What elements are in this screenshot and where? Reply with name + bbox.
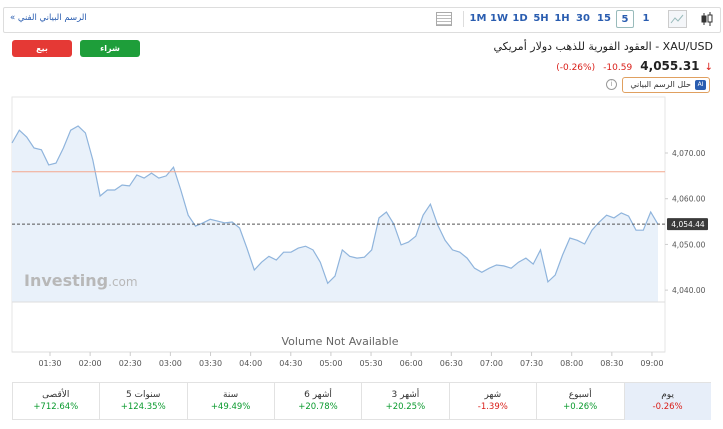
change-pct: (-0.26%) [556,63,596,73]
y-tick-label: 4,050.00 [672,240,706,249]
performance-cell[interactable]: 5 سنوات +124.35% [99,383,186,420]
period: الأقصى [42,390,70,400]
period: يوم [661,390,674,400]
interval-button[interactable]: 30 [576,13,590,24]
interval-button[interactable]: 1D [512,13,528,24]
y-tick-label: 4,040.00 [672,286,706,295]
x-tick-label: 03:30 [199,359,222,368]
x-tick-label: 05:30 [360,359,383,368]
x-tick-label: 05:00 [319,359,342,368]
change: -1.39% [477,402,508,412]
performance-cell[interactable]: يوم -0.26% [623,383,711,420]
change: +49.49% [210,402,251,412]
y-tick-label: 4,060.00 [672,195,706,204]
price-line [11,125,659,285]
candle-icon[interactable] [701,12,713,26]
sell-button[interactable]: بيع [12,40,72,57]
watermark-suffix: .com [108,275,137,289]
interval-button[interactable]: 5H [533,13,549,24]
period: 6 أشهر [304,390,332,400]
x-tick-label: 02:30 [119,359,142,368]
price-row: (-0.26%) -10.59 4,055.31 ↓ [556,55,713,74]
period: 5 سنوات [125,390,161,400]
last-price-label: 4,054.44 [671,220,705,229]
x-tick-label: 02:00 [79,359,102,368]
change: -10.59 [603,63,633,73]
chart-type-icons [668,10,713,28]
x-tick-label: 09:00 [640,359,663,368]
area-glyph [670,14,684,24]
info-icon[interactable]: i [606,79,617,90]
separator [463,11,464,27]
performance-cell[interactable]: الأقصى +712.64% [11,383,99,420]
area [12,126,658,302]
y-tick-label: 4,070.00 [672,149,706,158]
change: +20.78% [298,402,338,412]
volume-note: Volume Not Available [282,335,399,348]
technical-chart-link[interactable]: الرسم البياني الفني » [10,13,87,23]
analyze-label: حلل الرسم البياني [630,80,691,89]
x-tick-label: 08:30 [600,359,623,368]
x-tick-label: 07:30 [520,359,543,368]
x-tick-label: 06:30 [440,359,463,368]
x-tick-label: 01:30 [38,359,61,368]
change: +124.35% [120,402,166,412]
x-tick-label: 04:30 [279,359,302,368]
change: +20.25% [385,402,426,412]
period: 3 أشهر [391,390,420,400]
top-bar [3,7,721,33]
interval-button[interactable]: 1H [554,13,570,24]
period: سنة [223,390,239,400]
period: شهر [484,390,502,400]
performance-cell[interactable]: 6 أشهر +20.78% [274,383,361,420]
interval-button[interactable]: 1M [469,13,487,24]
performance-cell[interactable]: أسبوع +0.26% [536,383,623,420]
period: أسبوع [568,390,592,400]
change: -0.26% [652,402,683,412]
analyze-button[interactable]: AI حلل الرسم البياني [622,77,710,93]
down-arrow: ↓ [704,62,713,73]
price: 4,055.31 [640,59,700,73]
interval-button[interactable]: 5 [616,10,634,28]
performance-cell[interactable]: 3 أشهر +20.25% [361,383,448,420]
table-icon[interactable] [436,12,452,26]
x-tick-label: 04:00 [239,359,262,368]
x-tick-label: 03:00 [159,359,182,368]
interval-button[interactable]: 15 [597,13,611,24]
ai-badge: AI [695,80,706,90]
instrument-title: XAU/USD - العقود الفورية للذهب دولار أمر… [493,40,713,53]
watermark-name: Investing [24,271,108,290]
performance-cell[interactable]: شهر -1.39% [448,383,536,420]
area-icon[interactable] [668,10,687,28]
performance-cell[interactable]: سنة +49.49% [186,383,274,420]
watermark: Investing.com [24,271,138,290]
x-tick-label: 06:00 [400,359,423,368]
x-tick-label: 08:00 [560,359,583,368]
last-price-box [667,218,708,231]
buy-button[interactable]: شراء [80,40,140,57]
change: +0.26% [563,402,598,412]
interval-button[interactable]: 1 [642,13,650,24]
change: +712.64% [33,402,79,412]
interval-button[interactable]: 1W [490,13,508,24]
x-tick-label: 07:00 [480,359,503,368]
